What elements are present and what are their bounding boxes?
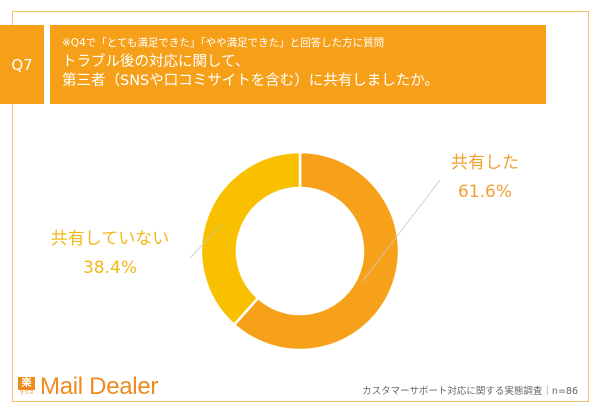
label-shared-value: 61.6% <box>457 182 512 202</box>
rakus-logo-icon: 楽 ラクス <box>18 377 35 396</box>
question-note: ※Q4で「とても満足できた」「やや満足できた」と回答した方に質問 <box>62 37 385 49</box>
label-not-shared-value: 38.4% <box>82 258 137 278</box>
label-not-shared-name: 共有していない <box>50 229 170 249</box>
question-number: Q7 <box>11 55 33 74</box>
leader-line-not-shared <box>189 223 223 259</box>
donut-slice-not-shared <box>199 150 302 327</box>
survey-caption: カスタマーサポート対応に関する実態調査｜n=86 <box>362 386 578 397</box>
question-header: ※Q4で「とても満足できた」「やや満足できた」と回答した方に質問 トラブル後の対… <box>50 25 546 104</box>
question-line-2: 第三者（SNSや口コミサイトを含む）に共有しましたか。 <box>62 73 439 89</box>
question-line-1: トラブル後の対応に関して、 <box>62 54 250 70</box>
label-shared-name: 共有した <box>451 153 519 173</box>
brand-logo: 楽 ラクス Mail Dealer <box>18 373 158 401</box>
question-number-badge: Q7 <box>0 25 44 104</box>
donut-slice-shared <box>232 150 401 352</box>
donut-slices <box>199 150 401 352</box>
brand-name: Mail Dealer <box>40 373 159 400</box>
question-text: トラブル後の対応に関して、 第三者（SNSや口コミサイトを含む）に共有しましたか… <box>62 53 546 91</box>
label-not-shared: 共有していない 38.4% <box>45 228 175 279</box>
leader-line-shared <box>361 179 441 283</box>
label-shared: 共有した 61.6% <box>440 152 530 203</box>
slide-frame <box>12 11 589 402</box>
